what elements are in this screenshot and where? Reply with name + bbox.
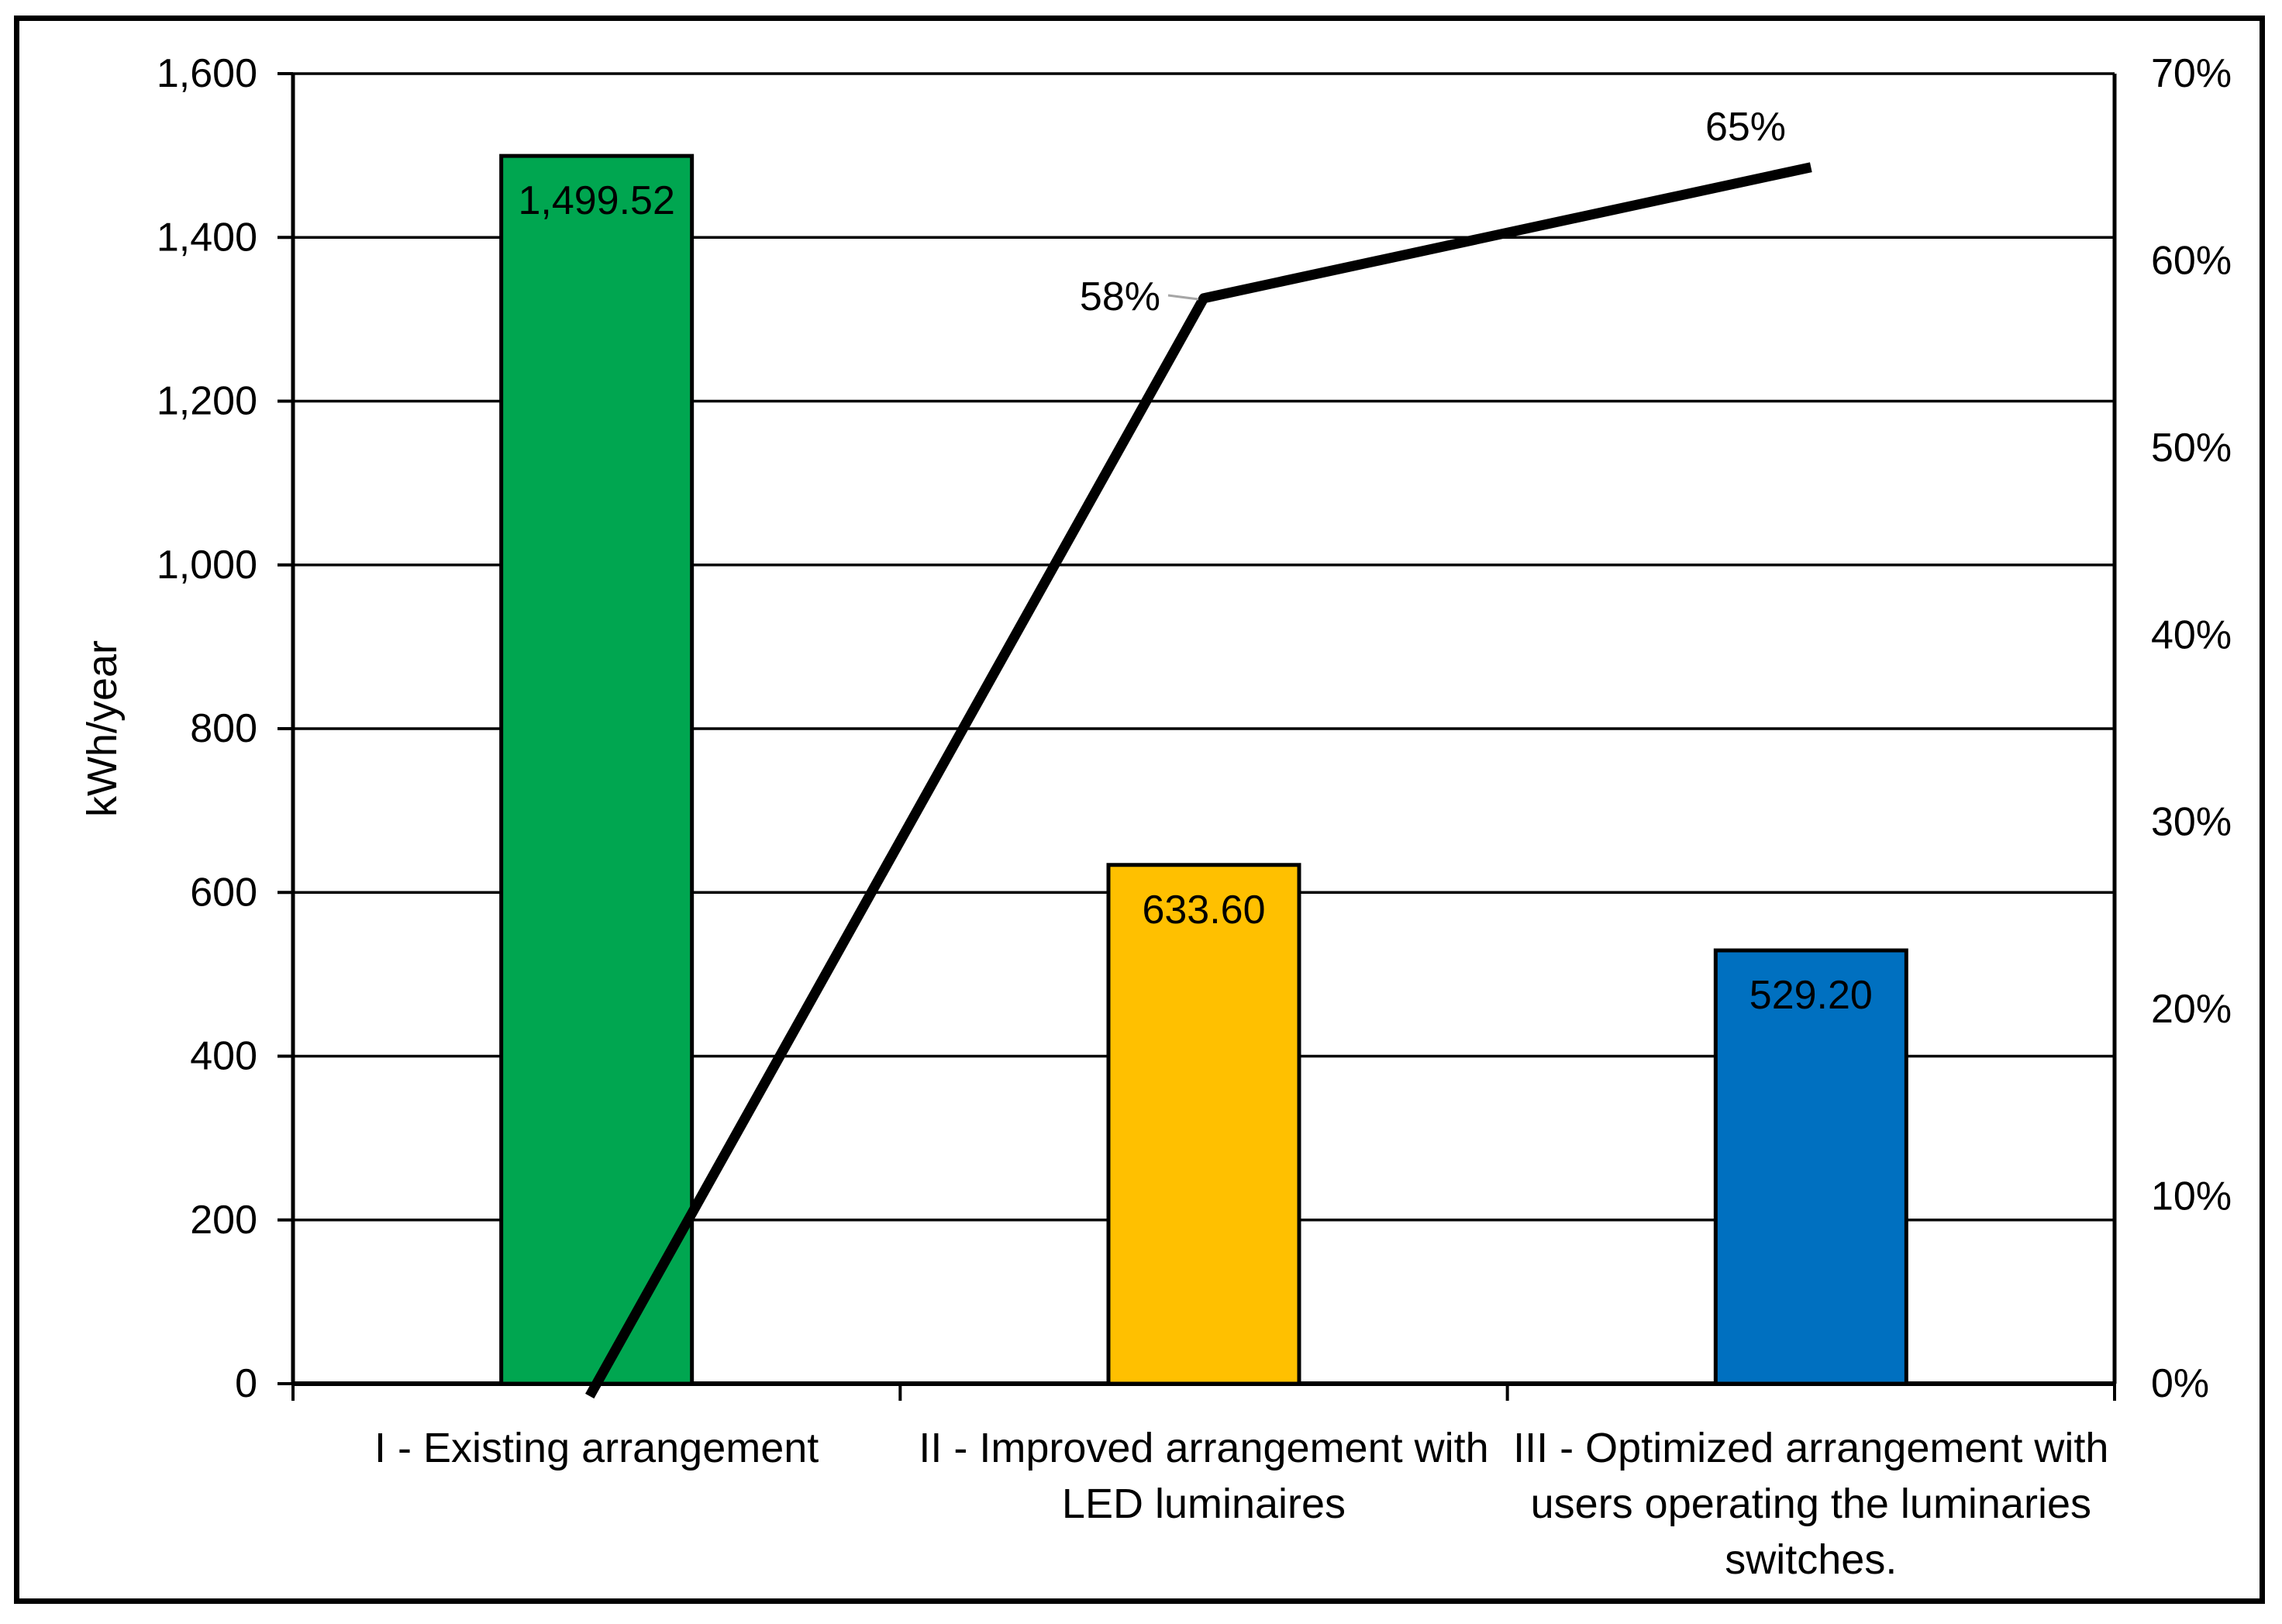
bar-value-label: 633.60	[1142, 888, 1265, 933]
labels-layer: 0 200 400 600 800 1,000 1,200 1,400 1,600 0% 10% 20…	[157, 51, 2232, 1583]
right-axis-tick-label: 70%	[2151, 51, 2232, 96]
left-axis-tick-label: 400	[190, 1034, 257, 1079]
data-label-leader-line	[1167, 294, 1199, 301]
left-axis-tick-label: 600	[190, 870, 257, 915]
bar-value-label: 529.20	[1749, 973, 1873, 1018]
left-axis-tick-label: 200	[190, 1198, 257, 1243]
line-point-label-58pct: 58%	[1080, 274, 1160, 319]
left-axis-tick-label: 1,400	[157, 215, 257, 260]
category-label-1: I - Existing arrangement	[374, 1425, 819, 1471]
right-axis-tick-label: 10%	[2151, 1174, 2232, 1219]
left-axis-title: kWh/year	[79, 640, 126, 817]
savings-line-series	[585, 162, 1812, 1399]
axis-ticks-layer	[277, 72, 2116, 1401]
right-axis-tick-label: 30%	[2151, 800, 2232, 845]
line-series-layer	[585, 162, 1812, 1399]
bar-category-1	[499, 153, 695, 1386]
category-label-3: III - Optimized arrangement with users op…	[1513, 1425, 2108, 1583]
bar-category-2	[1106, 863, 1301, 1386]
category-label-2: II - Improved arrangement with LED lumina…	[919, 1425, 1488, 1527]
right-axis-tick-label: 60%	[2151, 238, 2232, 283]
right-axis-tick-label: 50%	[2151, 426, 2232, 471]
right-axis-tick-label: 20%	[2151, 987, 2232, 1032]
left-axis-tick-label: 0	[235, 1361, 257, 1406]
left-axis-tick-label: 1,600	[157, 51, 257, 96]
left-axis-tick-label: 800	[190, 706, 257, 751]
right-axis-tick-label: 0%	[2151, 1361, 2209, 1406]
right-axis-tick-label: 40%	[2151, 612, 2232, 657]
left-axis-tick-label: 1,200	[157, 379, 257, 424]
left-axis-tick-label: 1,000	[157, 543, 257, 588]
bar-value-label: 1,499.52	[518, 178, 674, 223]
bar-series-layer	[499, 153, 1908, 1386]
bar-category-3	[1713, 948, 1908, 1386]
line-point-label-65pct: 65%	[1705, 105, 1786, 150]
